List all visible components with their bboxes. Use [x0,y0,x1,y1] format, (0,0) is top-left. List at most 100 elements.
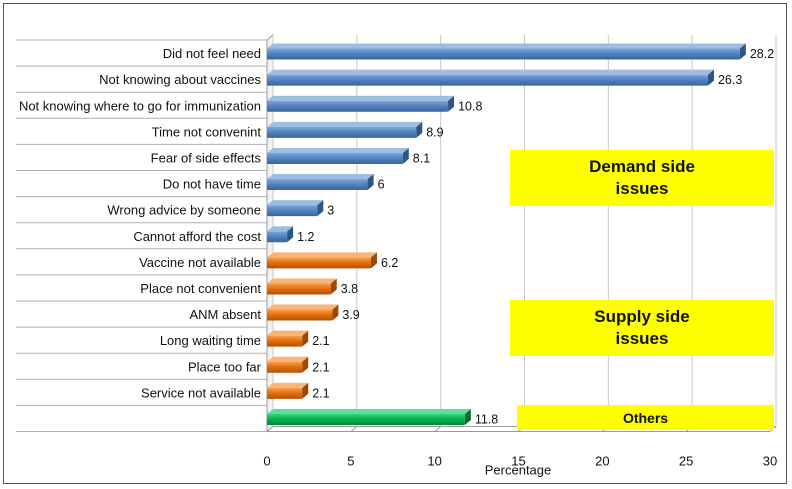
bar-14-cap [302,382,309,399]
bar-2-top [267,69,714,75]
x-tick-label-1: 5 [347,454,354,469]
bar-13-cap [302,356,309,373]
bar-9-body [267,257,371,269]
bar-5-body [267,152,403,164]
category-label-6: Do not have time [163,177,261,192]
value-label-3: 10.8 [458,99,482,113]
bar-6-body [267,179,368,191]
bar-12-cap [302,330,309,347]
supply-annotation-line-1: Supply side [594,307,690,326]
bar-15 [267,408,471,425]
bar-11-cap [332,304,339,321]
category-label-13: Place too far [188,359,262,374]
bar-2-cap [707,69,714,86]
bar-9 [267,252,377,269]
bar-5-cap [402,147,409,164]
x-tick-label-2: 10 [427,454,441,469]
demand-annotation-line-1: Demand side [589,157,695,176]
bar-13-body [267,361,303,373]
bar-3-top [267,95,455,101]
floor-tick-2 [434,426,441,432]
value-label-6: 6 [378,178,385,192]
bar-2-body [267,74,708,86]
demand-annotation-line-2: issues [615,179,669,198]
value-label-2: 26.3 [718,73,742,87]
value-label-9: 6.2 [381,256,398,270]
bar-4-cap [416,121,423,138]
bar-10-cap [330,278,337,295]
bar-4-top [267,121,423,127]
bar-15-body [267,413,465,425]
bar-10 [267,278,337,295]
labels: 28.2 Did not feel need 26.3 Not knowing abo… [19,46,777,477]
supply-annotation-line-2: issues [615,329,669,348]
value-label-4: 8.9 [426,125,443,139]
value-label-5: 8.1 [413,151,430,165]
category-label-11: ANM absent [189,307,261,322]
bar-11-top [267,304,339,310]
bar-3 [267,95,455,112]
bar-7-cap [317,200,324,217]
category-label-10: Place not convenient [140,281,261,296]
bar-6-cap [367,174,374,191]
x-tick-label-6: 30 [763,454,777,469]
bar-9-top [267,252,377,258]
bars [267,43,746,425]
bar-10-top [267,278,337,284]
bar-1-body [267,48,740,60]
floor-tick-0 [266,426,274,432]
category-label-5: Fear of side effects [151,150,262,165]
bar-7-body [267,205,318,217]
value-label-8: 1.2 [297,230,314,244]
bar-12-top [267,330,309,336]
bar-12 [267,330,309,347]
bar-1 [267,43,746,60]
x-tick-label-4: 20 [595,454,609,469]
category-label-7: Wrong advice by someone [107,203,261,218]
bar-5 [267,147,409,164]
bar-3-body [267,100,449,112]
category-label-4: Time not convenint [152,124,262,139]
bar-8-top [267,226,294,232]
gridlines [16,33,777,433]
value-label-14: 2.1 [312,386,329,400]
bar-14-top [267,382,309,388]
bar-13-top [267,356,309,362]
x-tick-label-3: 15 [511,454,525,469]
bar-15-cap [464,408,471,425]
bar-3-cap [448,95,455,112]
bar-6-top [267,174,374,180]
bar-6 [267,174,374,191]
x-tick-label-5: 25 [679,454,693,469]
bar-10-body [267,283,331,295]
value-label-11: 3.9 [342,308,359,322]
bar-11 [267,304,339,321]
bar-4 [267,121,423,138]
category-label-1: Did not feel need [163,46,261,61]
bar-2 [267,69,714,86]
bar-8-body [267,231,288,243]
value-label-7: 3 [327,204,334,218]
chart-frame: 28.2 Did not feel need 26.3 Not knowing abo… [3,3,787,484]
value-label-13: 2.1 [312,360,329,374]
bar-12-body [267,335,303,347]
bar-13 [267,356,309,373]
bar-7-top [267,200,324,206]
bar-8-cap [287,226,294,243]
bar-4-body [267,126,417,138]
x-tick-label-0: 0 [263,454,270,469]
value-label-1: 28.2 [750,47,774,61]
bar-1-top [267,43,746,49]
category-label-9: Vaccine not available [139,255,261,270]
bar-chart: 28.2 Did not feel need 26.3 Not knowing abo… [16,33,777,478]
bar-15-top [267,408,471,414]
category-label-8: Cannot afford the cost [133,229,261,244]
bar-14-body [267,387,303,399]
bar-9-cap [370,252,377,269]
x-axis-title: Percentage [485,463,552,478]
category-label-3: Not knowing where to go for immunization [19,98,261,113]
value-label-12: 2.1 [312,334,329,348]
bar-1-cap [739,43,746,60]
category-label-2: Not knowing about vaccines [99,72,261,87]
bar-8 [267,226,294,243]
